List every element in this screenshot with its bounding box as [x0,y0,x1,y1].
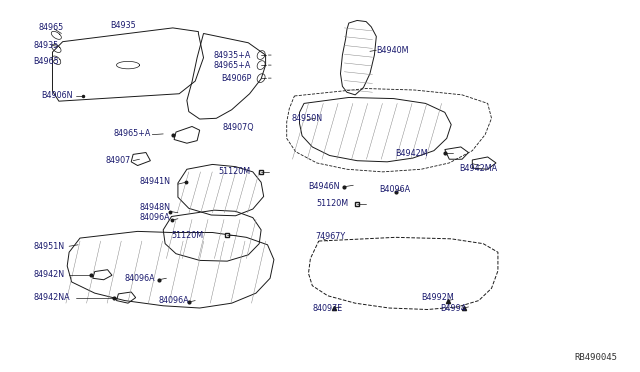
Text: 51120M: 51120M [172,231,204,240]
Text: B4992M: B4992M [421,293,454,302]
Text: 84951N: 84951N [33,242,65,251]
Text: 84965+A: 84965+A [213,61,250,70]
Text: 84942N: 84942N [33,270,65,279]
Text: B4942M: B4942M [396,149,428,158]
Text: B4946N: B4946N [308,182,340,191]
Text: 84097E: 84097E [312,304,342,312]
Text: B4942MA: B4942MA [460,164,498,173]
Text: B4935: B4935 [110,21,136,30]
Text: 84096A: 84096A [125,274,156,283]
Text: B4994: B4994 [440,304,466,312]
Text: B4906P: B4906P [221,74,251,83]
Text: 84965+A: 84965+A [114,129,151,138]
Text: 84907: 84907 [106,156,131,165]
Text: B4965: B4965 [33,57,59,66]
Text: 84948N: 84948N [140,203,170,212]
Text: RB490045: RB490045 [575,353,618,362]
Text: 84965: 84965 [38,23,63,32]
Text: 51120M: 51120M [317,199,349,208]
Text: B4906N: B4906N [42,92,73,100]
Text: 84935+A: 84935+A [213,51,250,60]
Text: 84096A: 84096A [159,296,189,305]
Text: 84950N: 84950N [291,114,323,123]
Text: B4940M: B4940M [376,46,409,55]
Text: 84942NA: 84942NA [33,293,70,302]
Text: 84096A: 84096A [140,213,170,222]
Text: 84907Q: 84907Q [223,123,254,132]
Text: 84935: 84935 [33,41,58,50]
Text: 51120M: 51120M [219,167,251,176]
Text: 84941N: 84941N [140,177,170,186]
Text: 74967Y: 74967Y [315,232,345,241]
Text: B4096A: B4096A [379,185,410,194]
